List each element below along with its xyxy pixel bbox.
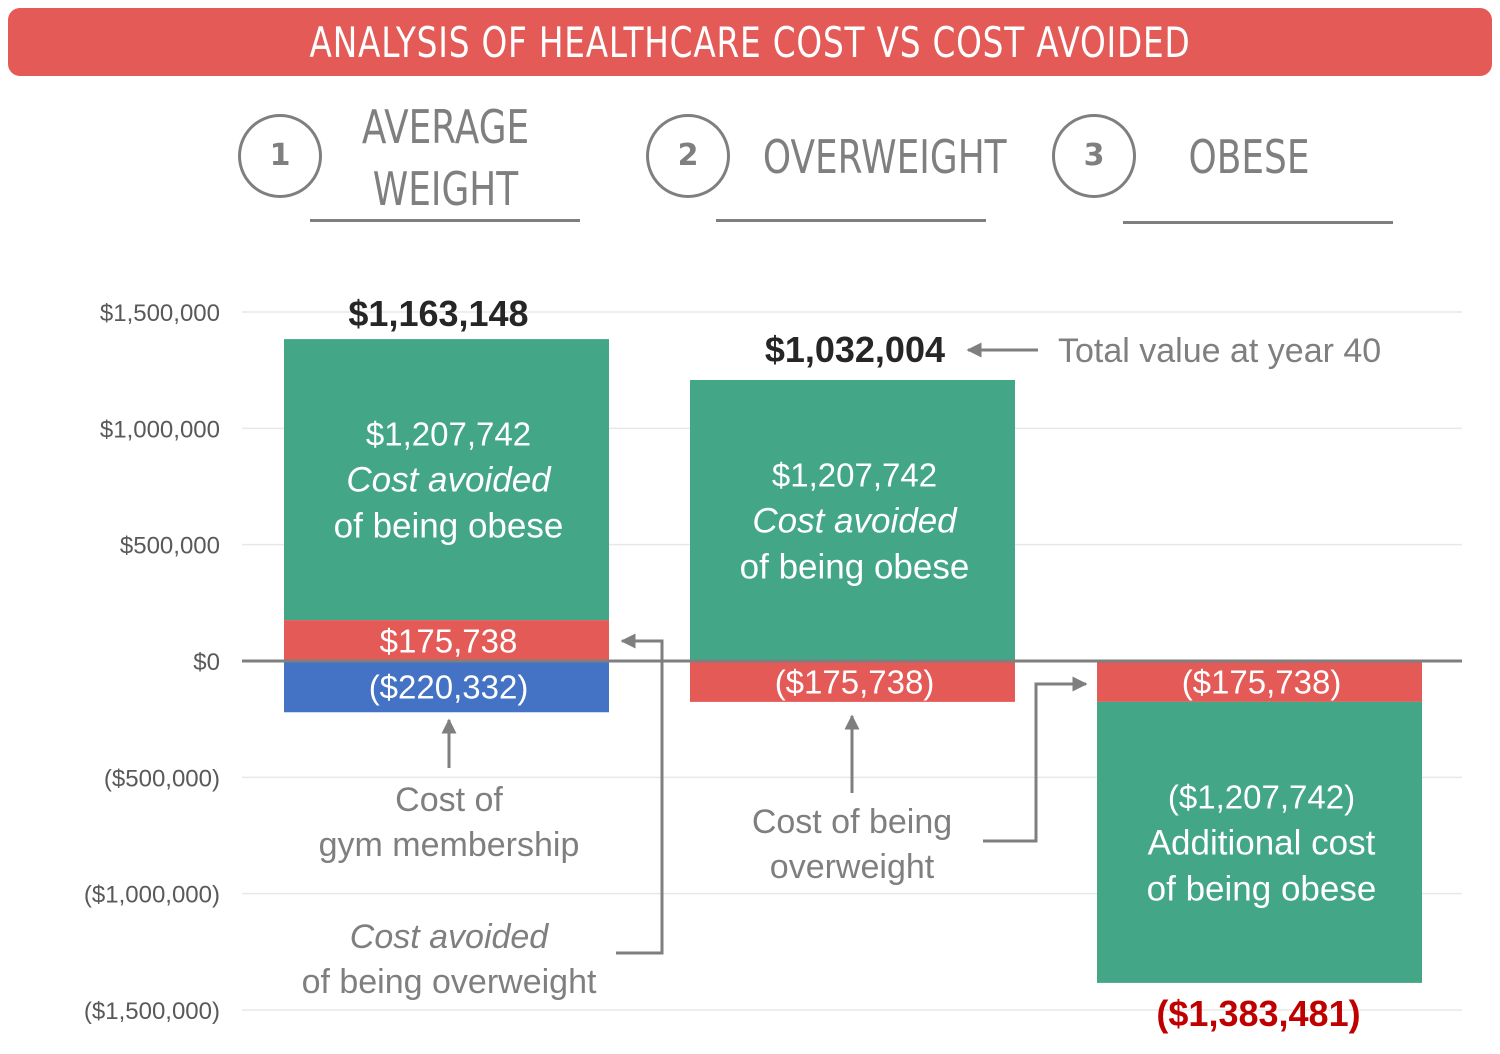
arrow-overweight-to-obese (983, 676, 1088, 843)
bars (284, 339, 1422, 983)
total-label: $1,032,004 (765, 329, 945, 370)
bar-segment-red (690, 661, 1015, 702)
y-tick-label: ($1,000,000) (84, 882, 220, 909)
scenario-underline-1 (310, 219, 580, 222)
total-label: $1,163,148 (348, 293, 528, 334)
y-tick-label: $0 (193, 649, 220, 676)
bar-segment-red (1097, 661, 1422, 702)
y-tick-label: $1,000,000 (100, 416, 220, 443)
segment-description: Cost avoided (346, 461, 552, 500)
annotation-avoided-overweight-line-2: of being overweight (302, 963, 597, 1001)
segment-description: of being obese (740, 547, 970, 586)
data-label: ($1,207,742) (1168, 778, 1355, 815)
scenario-label-1-line-2: WEIGHT (372, 162, 519, 216)
annotation-overweight-line-2: overweight (770, 848, 935, 886)
data-label: $1,207,742 (366, 416, 531, 453)
data-label: ($175,738) (1182, 663, 1342, 700)
bar-segment-green (284, 339, 609, 621)
scenario-number-3: 3 (1052, 114, 1136, 198)
data-label: $1,207,742 (772, 456, 937, 493)
scenario-label-3: OBESE (1188, 130, 1310, 184)
y-tick-label: $1,500,000 (100, 300, 220, 327)
segment-description: Additional cost (1148, 823, 1376, 862)
annotation-gym-line-1: Cost of (395, 781, 503, 819)
bar-segment-green (1097, 701, 1422, 983)
bar-labels: $1,207,742 Cost avoided of being obese $175… (334, 293, 1377, 1034)
segment-description: of being obese (1147, 869, 1377, 908)
data-label: ($175,738) (775, 663, 935, 700)
scenario-label-1-line-1: AVERAGE (361, 100, 530, 154)
scenario-underline-3 (1123, 221, 1393, 224)
segment-description: Cost avoided (752, 501, 958, 540)
segment-description: of being obese (334, 507, 564, 546)
annotation-gym-line-2: gym membership (319, 826, 580, 864)
bar-segment-red (284, 620, 609, 661)
scenario-number-1: 1 (238, 114, 322, 198)
total-label: ($1,383,481) (1156, 993, 1360, 1034)
annotation-total-value: Total value at year 40 (1058, 332, 1381, 370)
annotation-avoided-overweight-line-1: Cost avoided (350, 918, 550, 956)
bar-segment-green (690, 379, 1015, 661)
data-label: $175,738 (380, 623, 518, 660)
annotation-overweight-line-1: Cost of being (752, 803, 952, 841)
chart-title: ANALYSIS OF HEALTHCARE COST VS COST AVOI… (309, 18, 1191, 67)
arrow-avoided-overweight (616, 633, 664, 955)
title-banner: ANALYSIS OF HEALTHCARE COST VS COST AVOI… (8, 8, 1492, 76)
y-tick-label: $500,000 (120, 533, 220, 560)
bar-segment-blue (284, 661, 609, 713)
annotations: Total value at year 40 Cost of gym membe… (302, 332, 1382, 1001)
data-label: ($220,332) (369, 669, 529, 706)
scenario-number-2: 2 (646, 114, 730, 198)
y-tick-label: ($1,500,000) (84, 998, 220, 1025)
y-axis: $1,500,000 $1,000,000 $500,000 $0 ($500,000)… (84, 300, 220, 1025)
y-tick-label: ($500,000) (104, 765, 220, 792)
scenario-underline-2 (716, 219, 986, 222)
